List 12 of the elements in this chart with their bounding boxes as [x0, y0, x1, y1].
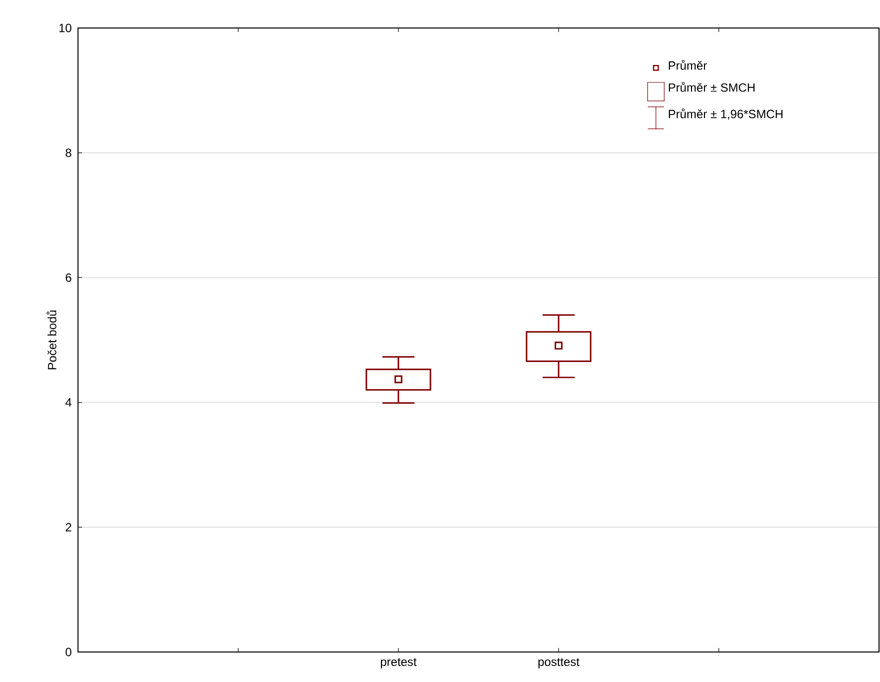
- y-tick-label: 10: [59, 24, 72, 32]
- y-tick-label: 0: [66, 648, 72, 656]
- y-tick-label: 4: [65, 398, 72, 407]
- annotation: Průměr ± 1,96*SMCH: [668, 108, 782, 120]
- y-tick-label: 2: [66, 523, 72, 532]
- annotation: Průměr: [668, 60, 707, 70]
- y-tick-label: 8: [66, 148, 72, 158]
- y-tick-label: 6: [66, 273, 72, 282]
- y-axis-title: Počet bodů: [46, 310, 56, 370]
- x-tick-label: posttest: [538, 658, 580, 668]
- annotation: Průměr ± SMCH: [668, 82, 755, 92]
- x-tick-label: pretest: [380, 658, 417, 668]
